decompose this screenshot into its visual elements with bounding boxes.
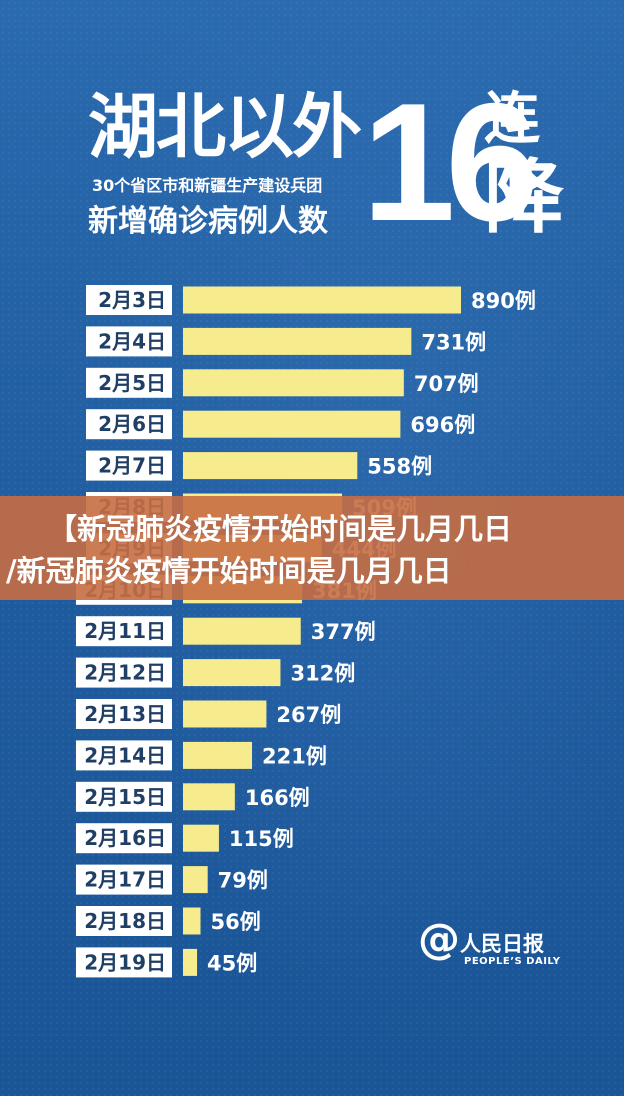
date-label-bg bbox=[76, 823, 172, 854]
overlay-banner: 【新冠肺炎疫情开始时间是几月几日 /新冠肺炎疫情开始时间是几月几日 bbox=[0, 496, 624, 600]
date-label-bg bbox=[76, 616, 172, 647]
date-label-bg bbox=[76, 864, 172, 895]
category-label: 2月3日 bbox=[98, 288, 166, 312]
category-label: 2月5日 bbox=[98, 371, 166, 395]
bar bbox=[183, 700, 267, 728]
category-label: 2月13日 bbox=[84, 702, 166, 726]
category-label: 2月4日 bbox=[98, 329, 166, 353]
bar bbox=[183, 824, 219, 852]
date-label-bg bbox=[76, 906, 172, 936]
subtitle-metric: 新增确诊病例人数 bbox=[88, 204, 328, 239]
date-label-bg bbox=[76, 699, 172, 729]
date-label-bg bbox=[76, 947, 172, 978]
data-label: 45例 bbox=[207, 951, 257, 975]
data-label: 377例 bbox=[311, 620, 376, 644]
category-label: 2月12日 bbox=[84, 661, 166, 685]
data-label: 56例 bbox=[210, 910, 260, 934]
data-label: 312例 bbox=[290, 662, 355, 686]
data-label: 890例 bbox=[471, 289, 536, 313]
banner-line-1: 【新冠肺炎疫情开始时间是几月几日 bbox=[48, 512, 513, 546]
bar bbox=[183, 659, 281, 687]
page-title: 湖北以外 bbox=[88, 86, 362, 168]
category-label: 2月7日 bbox=[98, 454, 166, 478]
at-icon: @ bbox=[418, 914, 460, 963]
category-label: 2月15日 bbox=[84, 785, 166, 809]
category-label: 2月19日 bbox=[84, 950, 166, 974]
category-label: 2月18日 bbox=[84, 909, 166, 933]
date-label-bg bbox=[86, 450, 172, 481]
bar bbox=[183, 286, 461, 314]
bar bbox=[183, 741, 253, 769]
data-label: 267例 bbox=[276, 703, 341, 727]
category-label: 2月14日 bbox=[84, 743, 166, 767]
bar bbox=[183, 617, 301, 645]
date-label-bg bbox=[86, 285, 172, 315]
bar bbox=[183, 948, 198, 976]
bar bbox=[183, 369, 404, 397]
bar bbox=[183, 783, 235, 811]
data-label: 731例 bbox=[421, 330, 486, 354]
data-label: 558例 bbox=[367, 455, 432, 479]
data-label: 166例 bbox=[245, 786, 310, 810]
date-label-bg bbox=[76, 657, 172, 688]
date-label-bg bbox=[76, 740, 172, 771]
bar bbox=[183, 327, 412, 355]
data-label: 707例 bbox=[414, 372, 479, 396]
data-label: 79例 bbox=[218, 869, 268, 893]
date-label-bg bbox=[86, 326, 172, 357]
category-label: 2月17日 bbox=[84, 868, 166, 892]
bar bbox=[183, 410, 401, 438]
data-label: 696例 bbox=[410, 413, 475, 437]
headline-char-lian: 连 bbox=[484, 87, 540, 152]
logo-name-en: PEOPLE’S DAILY bbox=[464, 956, 561, 967]
category-label: 2月16日 bbox=[84, 826, 166, 850]
category-label: 2月6日 bbox=[98, 412, 166, 436]
bar bbox=[183, 866, 208, 894]
bar bbox=[183, 452, 358, 480]
logo-name-cn: 人民日报 bbox=[460, 932, 544, 956]
date-label-bg bbox=[76, 781, 172, 812]
data-label: 221例 bbox=[262, 744, 327, 768]
data-label: 115例 bbox=[229, 827, 294, 851]
headline-char-jiang: 降 bbox=[484, 151, 564, 244]
date-label-bg bbox=[86, 409, 172, 440]
subtitle-regions: 30个省区市和新疆生产建设兵团 bbox=[92, 176, 323, 195]
bar bbox=[183, 907, 201, 935]
date-label-bg bbox=[86, 367, 172, 398]
headline-number: 16 bbox=[362, 68, 539, 256]
banner-line-2: /新冠肺炎疫情开始时间是几月几日 bbox=[6, 554, 452, 588]
category-label: 2月11日 bbox=[84, 619, 166, 643]
